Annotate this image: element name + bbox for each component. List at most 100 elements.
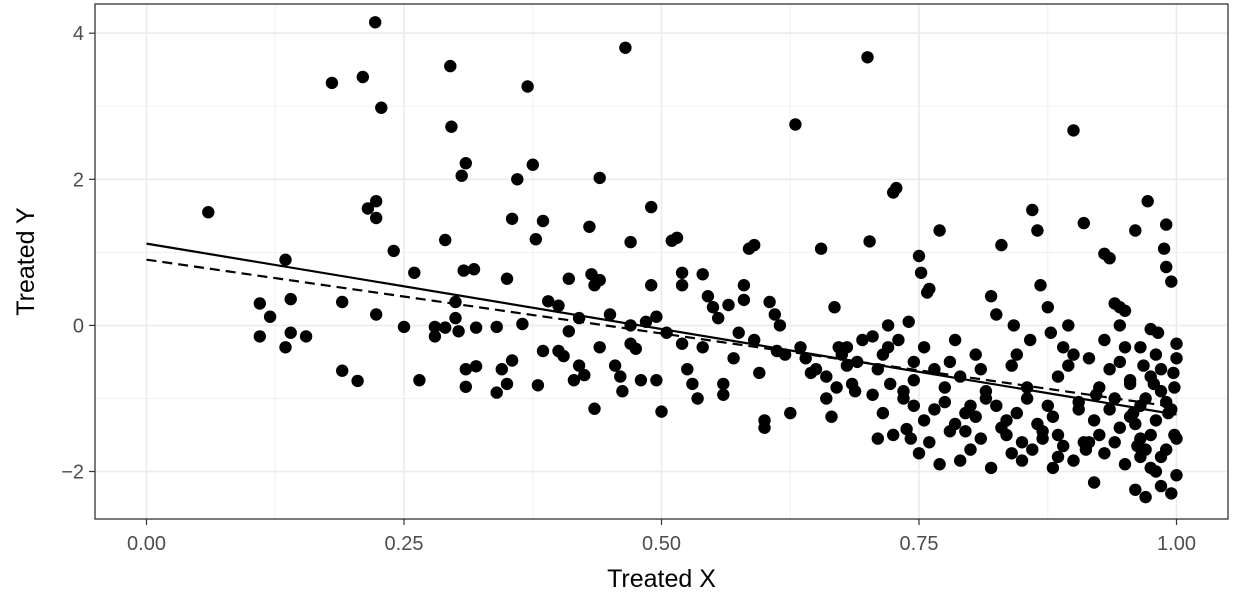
data-point (325, 76, 339, 90)
data-point (629, 342, 642, 355)
data-point (542, 295, 555, 308)
y-axis-ticks: −2 0 2 4 (61, 23, 95, 484)
data-point (253, 330, 266, 343)
data-point (202, 206, 215, 219)
data-point (1160, 443, 1173, 456)
data-point (948, 417, 962, 431)
data-point (469, 321, 483, 334)
data-point (1103, 252, 1116, 265)
data-point (1057, 439, 1070, 453)
data-point (696, 268, 709, 281)
data-point (1103, 363, 1116, 376)
data-point (1170, 352, 1183, 365)
data-point (1057, 341, 1070, 354)
data-point (1005, 359, 1018, 372)
data-point (1149, 348, 1163, 361)
data-point (706, 301, 720, 314)
data-point (336, 295, 349, 309)
data-point (1020, 381, 1034, 394)
data-point (1139, 490, 1152, 504)
data-point (907, 399, 920, 412)
data-point (444, 59, 457, 73)
data-point (1067, 124, 1080, 137)
data-point (1139, 443, 1152, 456)
data-point (696, 341, 709, 354)
data-point (361, 202, 375, 215)
data-point (856, 333, 869, 347)
data-point (799, 352, 812, 365)
data-point (521, 80, 534, 93)
data-point (1118, 458, 1132, 471)
data-point (892, 333, 905, 347)
data-point (375, 101, 388, 114)
data-point (897, 385, 910, 398)
data-point (881, 341, 895, 354)
data-point (1113, 319, 1127, 332)
data-point (1165, 487, 1178, 500)
data-point (830, 381, 843, 394)
data-point (758, 421, 771, 434)
data-point (1010, 406, 1023, 420)
x-tick-label: 1.00 (1157, 533, 1196, 555)
data-point (686, 377, 699, 391)
data-points (202, 16, 1183, 504)
data-point (1015, 436, 1029, 449)
y-tick-label: 2 (73, 169, 84, 191)
data-point (773, 319, 787, 332)
x-tick-label: 0.00 (127, 533, 166, 555)
y-tick-label: 4 (73, 23, 84, 45)
data-point (914, 266, 928, 279)
data-point (593, 341, 606, 354)
data-point (370, 308, 383, 321)
data-point (500, 272, 514, 285)
data-point (1103, 403, 1116, 416)
data-point (809, 363, 823, 376)
data-point (529, 233, 542, 246)
data-point (449, 295, 462, 309)
x-axis-ticks: 0.00 0.25 0.50 0.75 1.00 (127, 519, 1196, 555)
data-point (675, 266, 689, 279)
data-point (505, 354, 519, 367)
data-point (712, 311, 725, 325)
data-point (938, 381, 951, 394)
data-point (825, 410, 838, 423)
data-point (614, 370, 627, 383)
data-point (452, 325, 465, 338)
data-point (990, 399, 1003, 412)
data-point (691, 392, 704, 405)
data-point (1000, 428, 1013, 442)
data-point (1036, 432, 1049, 445)
data-point (1149, 414, 1163, 427)
data-point (948, 333, 962, 347)
data-point (490, 386, 503, 399)
data-point (1170, 469, 1183, 482)
data-point (1098, 447, 1111, 460)
data-point (866, 388, 879, 401)
data-point (1044, 326, 1058, 339)
data-point (1160, 260, 1173, 274)
data-point (938, 395, 951, 409)
data-point (370, 211, 383, 225)
data-point (369, 16, 382, 29)
data-point (681, 363, 694, 376)
data-point (763, 295, 776, 309)
data-point (969, 348, 982, 361)
data-point (1087, 476, 1101, 489)
data-point (943, 355, 957, 369)
data-point (814, 242, 828, 255)
data-point (624, 235, 637, 249)
data-point (408, 266, 421, 279)
data-point (1141, 195, 1154, 208)
data-point (794, 341, 807, 354)
data-point (455, 169, 468, 182)
data-point (608, 359, 622, 372)
data-point (990, 308, 1003, 321)
data-point (828, 301, 841, 314)
data-point (1051, 450, 1065, 464)
data-point (1098, 333, 1111, 347)
data-point (1113, 355, 1127, 369)
data-point (732, 326, 745, 339)
data-point (457, 264, 470, 277)
data-point (1123, 374, 1137, 387)
data-point (1123, 410, 1137, 423)
